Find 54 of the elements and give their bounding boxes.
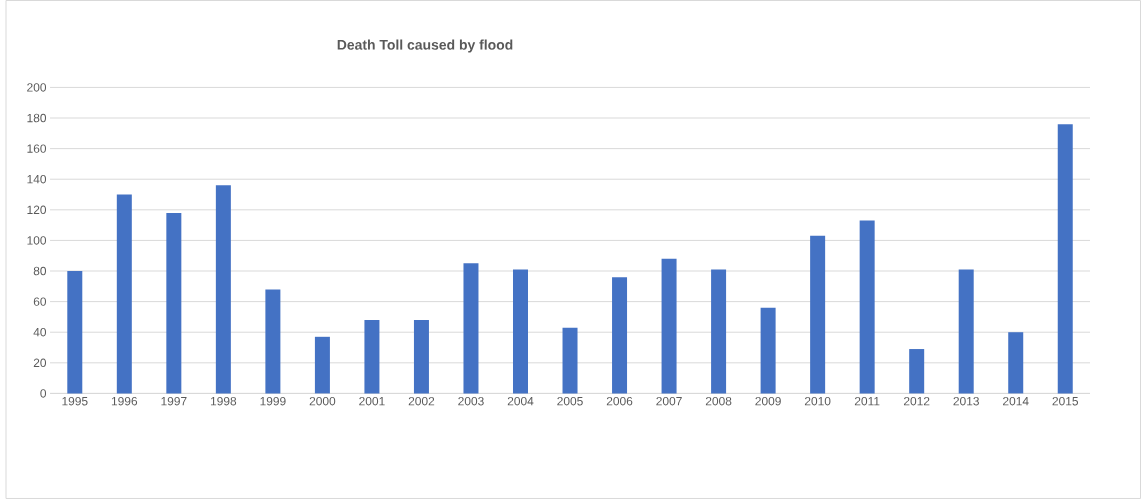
x-tick-label: 2011 (854, 396, 880, 406)
x-tick-label: 2015 (1052, 396, 1079, 406)
bar (810, 235, 826, 394)
bar (909, 349, 925, 394)
bar (513, 269, 528, 394)
bar (364, 319, 380, 394)
x-tick-label: 2001 (359, 396, 385, 406)
bar (116, 194, 132, 394)
bar (612, 277, 628, 394)
y-tick-label: 20 (33, 358, 47, 368)
bar (413, 319, 429, 394)
x-tick-label: 2009 (755, 396, 781, 406)
x-tick-label: 2000 (309, 396, 336, 406)
x-tick-label: 1998 (210, 396, 237, 406)
y-tick-label: 160 (27, 144, 47, 153)
x-tick-label: 1999 (260, 396, 286, 406)
x-tick-label: 2010 (804, 396, 831, 406)
x-tick-label: 2014 (1003, 396, 1029, 406)
bar (314, 336, 330, 394)
bar (661, 258, 677, 394)
y-tick-label: 140 (27, 174, 47, 184)
chart-title: Death Toll caused by flood (337, 39, 513, 53)
y-tick-label: 200 (27, 83, 47, 92)
y-tick-label: 60 (33, 297, 47, 306)
bar (1008, 332, 1024, 394)
bar (215, 185, 231, 394)
bar (711, 269, 727, 394)
y-tick-label: 180 (27, 113, 47, 123)
bar (265, 289, 281, 394)
x-tick-label: 1996 (111, 396, 138, 406)
x-tick-label: 2008 (705, 396, 732, 406)
bar (760, 307, 776, 394)
bar (859, 220, 875, 394)
x-tick-label: 1995 (62, 396, 88, 406)
x-tick-label: 2006 (606, 396, 633, 406)
x-tick-label: 2002 (408, 396, 435, 406)
x-tick-label: 1997 (161, 396, 187, 406)
x-tick-label: 2004 (507, 396, 534, 406)
y-tick-label: 100 (27, 236, 47, 245)
bar (1057, 124, 1073, 394)
y-tick-label: 80 (33, 266, 47, 276)
bar (166, 212, 182, 394)
y-tick-label: 0 (40, 389, 47, 398)
x-tick-label: 2012 (903, 396, 930, 406)
y-tick-label: 40 (33, 327, 47, 337)
x-tick-label: 2013 (953, 396, 979, 406)
bar (67, 271, 83, 394)
bar (958, 269, 974, 394)
x-tick-label: 2003 (458, 396, 484, 406)
y-tick-label: 120 (27, 205, 47, 215)
x-tick-label: 2007 (656, 396, 682, 406)
x-tick-label: 2005 (557, 396, 583, 406)
bar (463, 263, 479, 394)
bar (562, 327, 578, 394)
